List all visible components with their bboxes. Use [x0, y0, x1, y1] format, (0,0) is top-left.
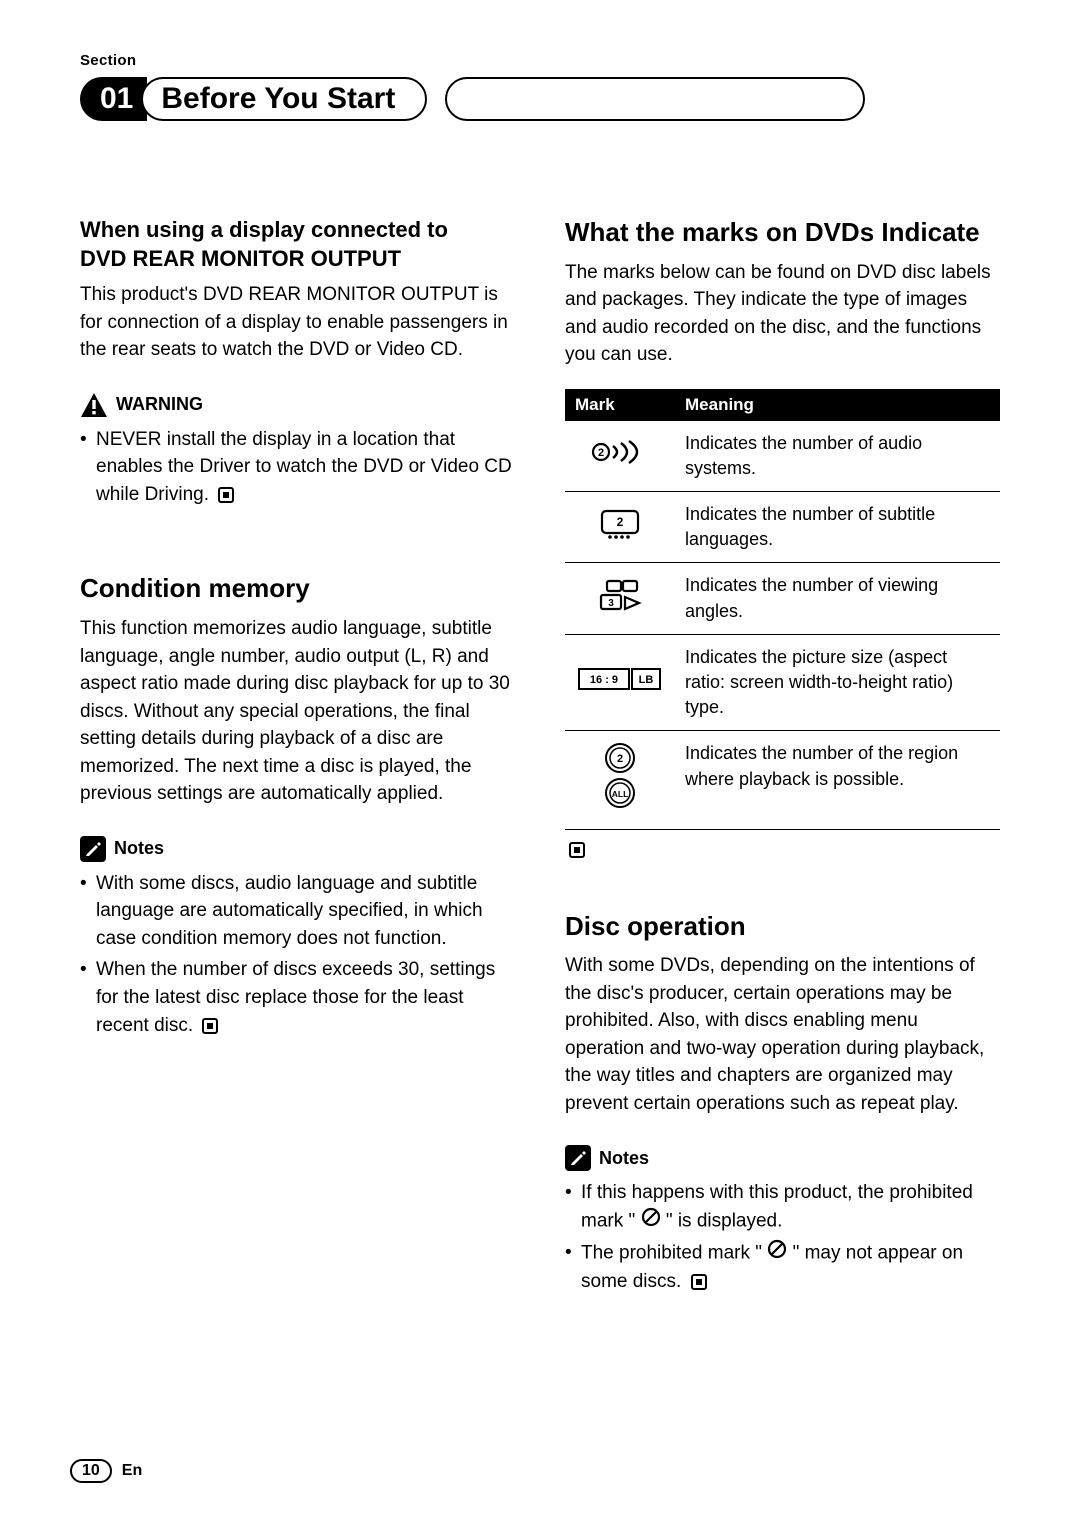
mark-meaning: Indicates the number of the region where…: [675, 731, 1000, 829]
marks-intro: The marks below can be found on DVD disc…: [565, 259, 1000, 369]
svg-text:3: 3: [608, 598, 614, 609]
sub-heading-line2: DVD REAR MONITOR OUTPUT: [80, 246, 401, 271]
list-item: When the number of discs exceeds 30, set…: [80, 956, 515, 1039]
section-label: Section: [80, 52, 1000, 69]
condition-heading: Condition memory: [80, 572, 515, 605]
notes-header-right: Notes: [565, 1145, 1000, 1171]
end-mark-icon: [202, 1018, 218, 1034]
marks-heading: What the marks on DVDs Indicate: [565, 216, 1000, 249]
table-row: 2 Indicates the number of audio systems.: [565, 421, 1000, 492]
table-header-meaning: Meaning: [675, 389, 1000, 421]
svg-text:2: 2: [617, 515, 624, 529]
mark-meaning: Indicates the number of subtitle languag…: [675, 492, 1000, 563]
notes-header: Notes: [80, 836, 515, 862]
notes-icon: [565, 1145, 591, 1171]
header-empty-pill: [445, 77, 865, 121]
page-number: 10: [70, 1459, 112, 1483]
notes-icon: [80, 836, 106, 862]
table-row: 3 Indicates the number of viewing angles…: [565, 563, 1000, 634]
list-item: The prohibited mark " " may not appear o…: [565, 1239, 1000, 1295]
mark-icon-audio: 2: [565, 421, 675, 492]
mark-icon-angle: 3: [565, 563, 675, 634]
end-mark-icon: [569, 842, 585, 858]
end-mark-icon: [218, 487, 234, 503]
note-text: " is displayed.: [666, 1210, 783, 1231]
marks-table: Mark Meaning 2 Indicates t: [565, 389, 1000, 830]
chapter-header: 01 Before You Start: [80, 77, 1000, 121]
left-column: When using a display connected to DVD RE…: [80, 216, 515, 1300]
mark-meaning: Indicates the picture size (aspect ratio…: [675, 634, 1000, 731]
disc-heading: Disc operation: [565, 910, 1000, 943]
table-row: 2 ALL Indicates the number of the region…: [565, 731, 1000, 829]
mark-icon-ratio: 16 : 9 LB: [565, 634, 675, 731]
note-text: The prohibited mark ": [581, 1243, 762, 1264]
warning-header: WARNING: [80, 392, 515, 418]
right-column: What the marks on DVDs Indicate The mark…: [565, 216, 1000, 1300]
notes-label: Notes: [114, 838, 164, 859]
note-text: When the number of discs exceeds 30, set…: [96, 959, 495, 1035]
end-mark-icon: [691, 1274, 707, 1290]
warning-icon: [80, 392, 108, 418]
mark-meaning: Indicates the number of audio systems.: [675, 421, 1000, 492]
sub-heading-line1: When using a display connected to: [80, 217, 448, 242]
table-header-mark: Mark: [565, 389, 675, 421]
intro-text: This product's DVD REAR MONITOR OUTPUT i…: [80, 281, 515, 364]
svg-text:2: 2: [598, 447, 604, 459]
list-item: NEVER install the display in a location …: [80, 426, 515, 509]
svg-text:ALL: ALL: [612, 789, 629, 799]
svg-text:LB: LB: [639, 674, 654, 686]
list-item: With some discs, audio language and subt…: [80, 870, 515, 953]
prohibit-icon: [641, 1207, 661, 1236]
warning-label: WARNING: [116, 394, 203, 415]
mark-meaning: Indicates the number of viewing angles.: [675, 563, 1000, 634]
notes-label: Notes: [599, 1148, 649, 1169]
table-row: 16 : 9 LB Indicates the picture size (as…: [565, 634, 1000, 731]
list-item: If this happens with this product, the p…: [565, 1179, 1000, 1235]
chapter-number: 01: [80, 77, 147, 121]
chapter-title: Before You Start: [141, 77, 427, 121]
warning-bullet-text: NEVER install the display in a location …: [96, 429, 512, 505]
notes-list-right: If this happens with this product, the p…: [565, 1179, 1000, 1295]
notes-list-left: With some discs, audio language and subt…: [80, 870, 515, 1039]
page-footer: 10 En: [70, 1459, 142, 1483]
table-row: 2 Indicates the number of subtitle langu…: [565, 492, 1000, 563]
mark-icon-subtitle: 2: [565, 492, 675, 563]
disc-body: With some DVDs, depending on the intenti…: [565, 952, 1000, 1117]
warning-list: NEVER install the display in a location …: [80, 426, 515, 509]
condition-body: This function memorizes audio language, …: [80, 615, 515, 808]
page-lang: En: [122, 1462, 142, 1480]
svg-text:16 : 9: 16 : 9: [590, 674, 618, 686]
sub-heading: When using a display connected to DVD RE…: [80, 216, 515, 273]
mark-icon-region: 2 ALL: [565, 731, 675, 829]
prohibit-icon: [767, 1239, 787, 1268]
svg-text:2: 2: [617, 753, 623, 765]
